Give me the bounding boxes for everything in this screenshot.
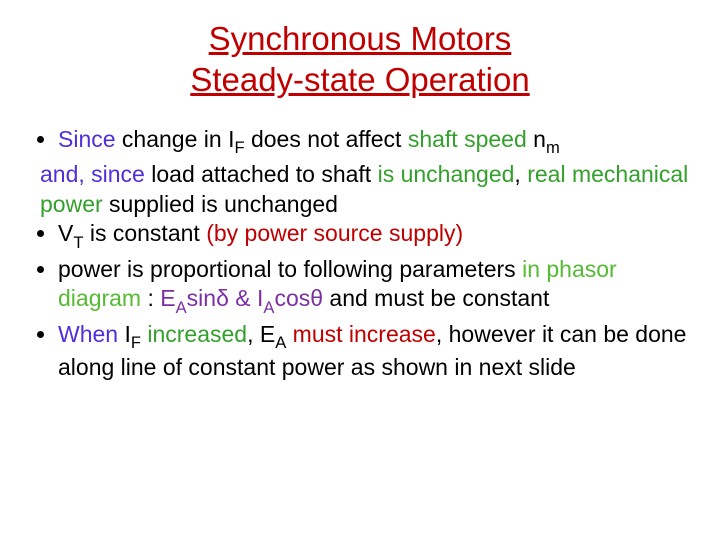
c1-text1: load attached to shaft xyxy=(145,161,371,187)
b3-sub-A1: A xyxy=(176,298,187,317)
b2-paren: (by power source supply) xyxy=(206,220,463,246)
title-line-2: Steady-state Operation xyxy=(190,61,529,98)
c1-text2: supplied is unchanged xyxy=(103,191,338,217)
b3-EA: E xyxy=(160,285,175,311)
b3-sind: sinδ & I xyxy=(187,285,264,311)
bullet-1-continuation: and, since load attached to shaft is unc… xyxy=(30,160,690,220)
b4-when: When xyxy=(58,321,118,347)
b1-text2: does not affect xyxy=(245,126,408,152)
b3-text1: power is proportional to following param… xyxy=(58,256,516,282)
slide-body: Since change in IF does not affect shaft… xyxy=(30,125,690,383)
b1-sub-F: F xyxy=(234,138,244,157)
bullet-4: When IF increased, EA must increase, how… xyxy=(58,320,690,383)
slide-root: Synchronous Motors Steady-state Operatio… xyxy=(0,0,720,540)
b3-text2: and must be constant xyxy=(323,285,549,311)
c1-and-since: and, since xyxy=(40,161,145,187)
c1-comma: , xyxy=(514,161,527,187)
slide-title: Synchronous Motors Steady-state Operatio… xyxy=(30,18,690,101)
title-line-1: Synchronous Motors xyxy=(209,20,512,57)
b1-sub-m: m xyxy=(546,138,560,157)
bullet-1: Since change in IF does not affect shaft… xyxy=(58,125,690,158)
b4-must: must increase xyxy=(286,321,436,347)
b4-EA: E xyxy=(260,321,275,347)
b3-cost: cosθ xyxy=(274,285,323,311)
b4-sub-A: A xyxy=(275,333,286,352)
b1-since: Since xyxy=(58,126,116,152)
b2-sub-T: T xyxy=(73,233,83,252)
bullet-list: Since change in IF does not affect shaft… xyxy=(30,125,690,158)
b1-shaft: shaft speed xyxy=(408,126,527,152)
b1-text3: n xyxy=(527,126,546,152)
b3-colon: : xyxy=(141,285,160,311)
b4-comma1: , xyxy=(247,321,260,347)
bullet-list-cont: VT is constant (by power source supply) … xyxy=(30,219,690,382)
b2-text: is constant xyxy=(83,220,206,246)
c1-unchanged: is unchanged xyxy=(371,161,514,187)
b2-VT: V xyxy=(58,220,73,246)
b4-sub-F: F xyxy=(131,333,141,352)
b4-text1: I xyxy=(118,321,131,347)
bullet-2: VT is constant (by power source supply) xyxy=(58,219,690,252)
b3-sub-A2: A xyxy=(263,298,274,317)
b1-text1: change in I xyxy=(116,126,235,152)
bullet-3: power is proportional to following param… xyxy=(58,255,690,318)
b4-incr: increased xyxy=(141,321,247,347)
